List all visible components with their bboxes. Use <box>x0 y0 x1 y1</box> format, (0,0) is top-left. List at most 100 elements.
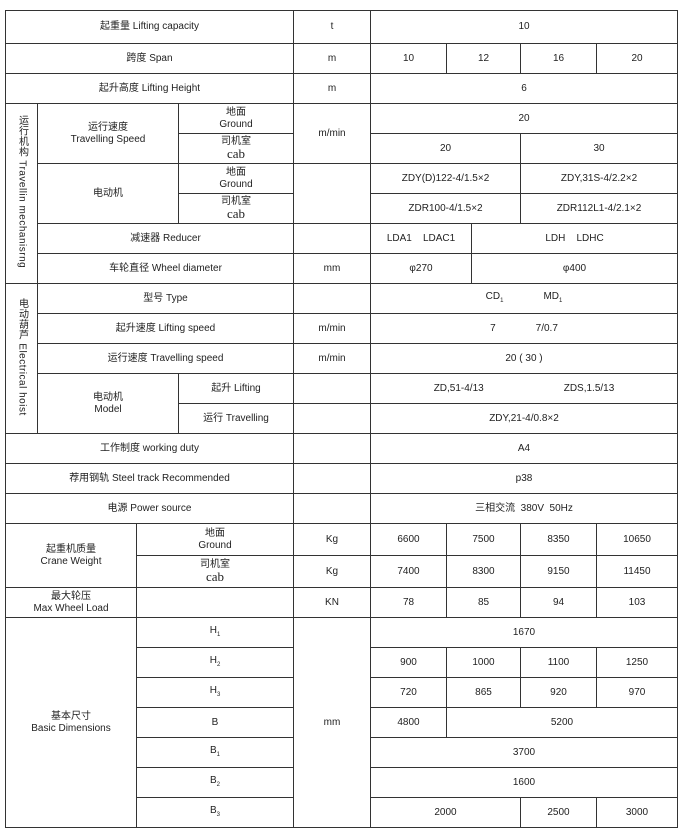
value: 6 <box>369 73 679 104</box>
group-label: 运行机构 Travellin mechanisrng <box>5 103 38 284</box>
label: 起升高度 Lifting Height <box>5 73 294 104</box>
sub-label: 司机室 cab <box>178 193 294 224</box>
value: ZDY,31S-4/2.2×2 <box>519 163 679 194</box>
value: ZDR100-4/1.5×2 <box>370 193 521 224</box>
unit <box>293 223 371 254</box>
value: 30 <box>519 133 679 164</box>
sub-label: 地面 Ground <box>178 103 294 134</box>
value: 900 <box>370 647 447 678</box>
sub-label: B1 <box>136 737 294 768</box>
row-lifting-height: 起升高度 Lifting Height m 6 <box>5 73 679 104</box>
value: φ270 <box>370 253 472 284</box>
label: 电动机 <box>37 163 179 224</box>
value: A4 <box>369 433 679 464</box>
row-hoist-lifting-speed: 起升速度 Lifting speed m/min 7 7/0.7 <box>6 313 679 344</box>
row-travel-speed-cab: 司机室 cab 20 30 <box>6 133 679 164</box>
unit: mm <box>293 617 371 828</box>
value: 8350 <box>520 523 597 556</box>
label: 起重机质量 Crane Weight <box>5 523 137 588</box>
value: 85 <box>446 587 521 618</box>
unit: mm <box>293 253 371 284</box>
sub-label: 司机室 cab <box>178 133 294 164</box>
label: 运行速度 Travelling speed <box>37 343 294 374</box>
spec-table: 起重量 Lifting capacity t 10 跨度 Span m 10 1… <box>5 10 679 828</box>
row-b3: B3 2000 2500 3000 <box>6 797 679 828</box>
row-hoist-type: 电动葫芦 Electrical hoist 型号 Type CD1 MD1 <box>5 283 679 434</box>
sub-label: H3 <box>136 677 294 708</box>
value: 1250 <box>595 647 679 678</box>
label: 运行速度 Travelling Speed <box>37 103 179 164</box>
value: 920 <box>520 677 597 708</box>
label: 最大轮压 Max Wheel Load <box>5 587 137 618</box>
value: 20 <box>369 103 679 134</box>
value: 1670 <box>369 617 679 648</box>
label: 荐用钢轨 Steel track Recommended <box>5 463 294 494</box>
unit: m/min <box>293 343 371 374</box>
unit: Kg <box>293 555 371 588</box>
sub-label: 运行 Travelling <box>178 403 294 434</box>
value: 20 <box>595 43 679 74</box>
sub-label: H2 <box>136 647 294 678</box>
row-weight-cab: 司机室 cab Kg 7400 8300 9150 11450 <box>6 555 679 588</box>
value: 3000 <box>595 797 679 828</box>
label: 电动机 Model <box>37 373 179 434</box>
row-power-source: 电源 Power source 三相交流 380V 50Hz <box>5 493 679 524</box>
unit <box>293 463 371 494</box>
row-travel-speed-ground: 运行机构 Travellin mechanisrng 运行速度 Travellin… <box>5 103 679 284</box>
value: 970 <box>595 677 679 708</box>
sub-label: H1 <box>136 617 294 648</box>
unit: m <box>293 73 371 104</box>
value: ZDY(D)122-4/1.5×2 <box>370 163 521 194</box>
value: 20 <box>370 133 521 164</box>
row-travel-motor-ground: 电动机 地面 Ground ZDY(D)122-4/1.5×2 ZDY,31S-4… <box>6 163 679 224</box>
label: 起重量 Lifting capacity <box>5 10 294 44</box>
row-lifting-capacity: 起重量 Lifting capacity t 10 <box>5 10 679 44</box>
value: ZDY,21-4/0.8×2 <box>369 403 679 434</box>
sub-label: B2 <box>136 767 294 798</box>
value: 6600 <box>370 523 447 556</box>
value: 78 <box>370 587 447 618</box>
row-span: 跨度 Span m 10 12 16 20 <box>5 43 679 74</box>
unit <box>293 493 371 524</box>
unit: m/min <box>293 103 371 164</box>
value: 1000 <box>446 647 521 678</box>
unit: Kg <box>293 523 371 556</box>
value: CD1 MD1 <box>369 283 679 314</box>
row-wheel-diameter: 车轮直径 Wheel diameter mm φ270 φ400 <box>6 253 679 284</box>
value: 10 <box>370 43 447 74</box>
value: 865 <box>446 677 521 708</box>
group-label: 电动葫芦 Electrical hoist <box>5 283 38 434</box>
row-max-wheel-load: 最大轮压 Max Wheel Load KN 78 85 94 103 <box>5 587 679 618</box>
label: 跨度 Span <box>5 43 294 74</box>
value: 10650 <box>595 523 679 556</box>
value: ZDR112L1-4/2.1×2 <box>519 193 679 224</box>
unit <box>293 403 371 434</box>
row-h1: 基本尺寸 Basic Dimensions H1 mm 1670 <box>5 617 679 828</box>
unit: KN <box>293 587 371 618</box>
value: 720 <box>370 677 447 708</box>
unit: m <box>293 43 371 74</box>
unit <box>293 433 371 464</box>
value: 9150 <box>520 555 597 588</box>
value: 3700 <box>369 737 679 768</box>
sub-label: 地面 Ground <box>178 163 294 194</box>
row-weight-ground: 起重机质量 Crane Weight 地面 Ground Kg 6600 7500 … <box>5 523 679 588</box>
value: 2500 <box>520 797 597 828</box>
value: LDA1 LDAC1 <box>370 223 472 254</box>
value: 7400 <box>370 555 447 588</box>
value: 2000 <box>370 797 521 828</box>
value: 三相交流 380V 50Hz <box>369 493 679 524</box>
value: 12 <box>446 43 521 74</box>
unit <box>293 163 371 224</box>
value: 11450 <box>595 555 679 588</box>
row-steel-track: 荐用钢轨 Steel track Recommended p38 <box>5 463 679 494</box>
unit <box>293 373 371 404</box>
row-hoist-motor-lifting: 电动机 Model 起升 Lifting ZD,51-4/13 ZDS,1.5/13 <box>6 373 679 434</box>
label: 型号 Type <box>37 283 294 314</box>
label: 减速器 Reducer <box>37 223 294 254</box>
value: 7 7/0.7 <box>369 313 679 344</box>
sub-label: 司机室 cab <box>136 555 294 588</box>
unit <box>293 283 371 314</box>
row-h2: H2 900 1000 1100 1250 <box>6 647 679 678</box>
value: 1600 <box>369 767 679 798</box>
